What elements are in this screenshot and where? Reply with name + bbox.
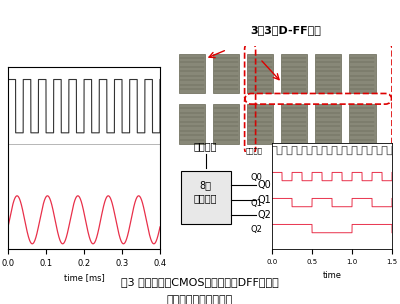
Text: クロック: クロック <box>194 141 217 151</box>
Text: Q0: Q0 <box>250 173 262 182</box>
Text: 図3 有機単結晶CMOSによる高速DFF回路と: 図3 有機単結晶CMOSによる高速DFF回路と <box>121 277 279 287</box>
Text: クロック: クロック <box>294 141 317 151</box>
Bar <box>281 54 307 94</box>
Bar <box>213 54 239 94</box>
Bar <box>315 104 341 144</box>
Bar <box>349 104 376 144</box>
X-axis label: time [ms]: time [ms] <box>64 274 104 282</box>
Text: クロック: クロック <box>245 148 262 154</box>
Text: Q0: Q0 <box>258 181 272 190</box>
FancyBboxPatch shape <box>180 171 230 224</box>
Bar <box>178 54 205 94</box>
Text: デジタル信号応答特性: デジタル信号応答特性 <box>167 295 233 304</box>
Bar <box>247 104 273 144</box>
Text: Q2: Q2 <box>258 210 272 220</box>
Text: Q2: Q2 <box>250 225 262 234</box>
Text: 3段3段D-FF回路: 3段3段D-FF回路 <box>250 25 322 35</box>
Text: 8進: 8進 <box>200 181 212 191</box>
Bar <box>315 54 341 94</box>
Text: Q1: Q1 <box>258 195 272 205</box>
Bar <box>281 104 307 144</box>
Bar <box>213 104 239 144</box>
X-axis label: time: time <box>322 271 342 280</box>
Text: Q1: Q1 <box>250 199 262 208</box>
Bar <box>349 54 376 94</box>
Text: カウンタ: カウンタ <box>194 193 217 203</box>
Bar <box>178 104 205 144</box>
Bar <box>247 54 273 94</box>
